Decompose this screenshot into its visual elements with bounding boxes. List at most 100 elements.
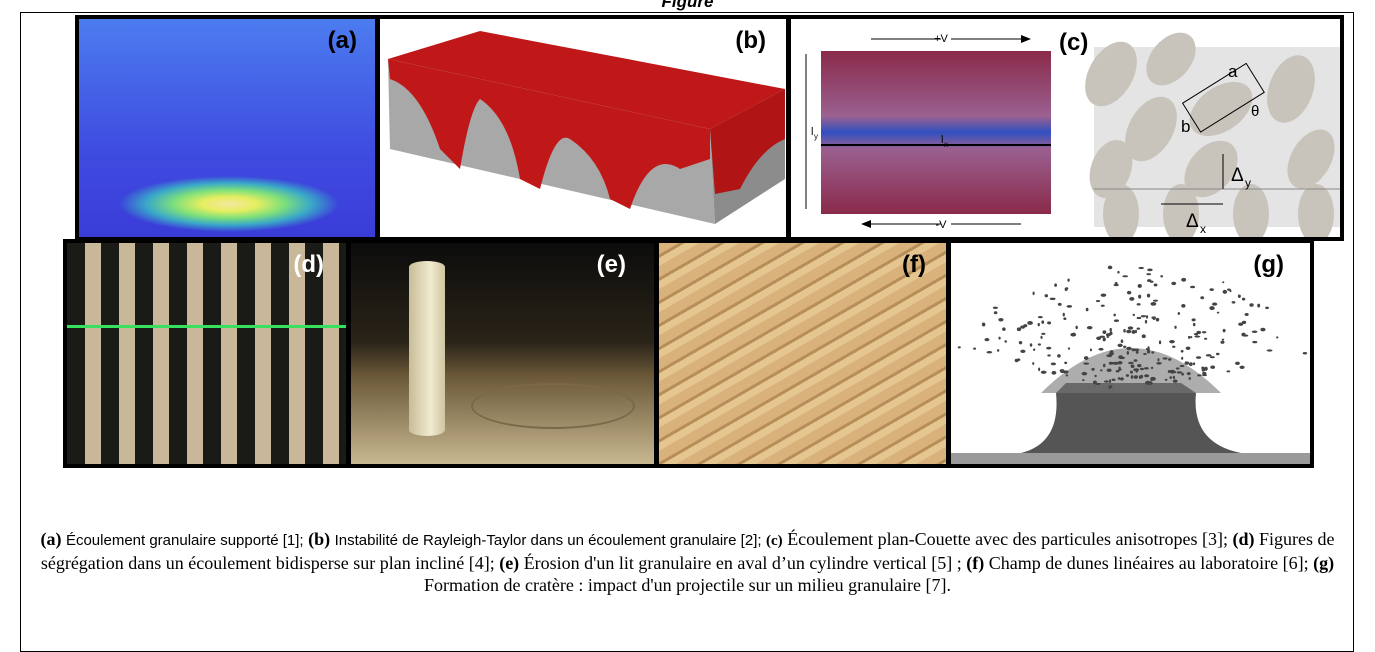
particle bbox=[997, 349, 999, 352]
particle bbox=[1041, 333, 1045, 335]
particle bbox=[1101, 293, 1107, 296]
particle bbox=[1063, 317, 1066, 320]
particle bbox=[1178, 312, 1180, 315]
particle bbox=[993, 307, 998, 309]
particle bbox=[1064, 362, 1067, 364]
annotation: y bbox=[814, 132, 818, 141]
particle bbox=[1202, 368, 1205, 372]
particle bbox=[1177, 371, 1182, 373]
particle bbox=[1220, 341, 1224, 344]
particle bbox=[1058, 303, 1062, 306]
particle bbox=[1165, 379, 1168, 381]
particle bbox=[1212, 303, 1217, 306]
particle bbox=[1171, 282, 1176, 285]
particle bbox=[986, 351, 992, 353]
particle bbox=[1267, 349, 1273, 351]
particle bbox=[1190, 286, 1195, 289]
particle bbox=[1235, 362, 1240, 365]
particle bbox=[1131, 365, 1135, 369]
caption: (a) Écoulement granulaire supporté [1]; … bbox=[40, 528, 1335, 596]
annotation: y bbox=[1245, 176, 1251, 190]
particle bbox=[1067, 278, 1069, 281]
particle bbox=[1139, 375, 1142, 379]
particle bbox=[1054, 283, 1057, 287]
particle bbox=[1187, 372, 1191, 375]
particle bbox=[1241, 333, 1245, 337]
particle bbox=[1174, 326, 1176, 329]
particle bbox=[1118, 367, 1120, 370]
particle bbox=[1257, 304, 1260, 308]
particle bbox=[1240, 366, 1245, 369]
particle bbox=[1107, 368, 1112, 372]
particle bbox=[1104, 380, 1109, 382]
particle bbox=[1086, 308, 1089, 312]
particle bbox=[1127, 351, 1129, 355]
particle bbox=[1303, 352, 1307, 354]
laser-line bbox=[67, 325, 346, 328]
particle bbox=[1137, 327, 1141, 329]
particle bbox=[1188, 336, 1190, 339]
particle bbox=[1032, 362, 1034, 365]
particle bbox=[1126, 330, 1131, 334]
particle bbox=[1131, 375, 1134, 379]
particle bbox=[1150, 302, 1156, 306]
particle bbox=[994, 311, 998, 314]
particle bbox=[1265, 307, 1269, 309]
particle bbox=[1118, 355, 1123, 359]
caption-text: Écoulement plan-Couette avec des particu… bbox=[787, 529, 1228, 549]
particle bbox=[1084, 356, 1089, 360]
particle bbox=[1051, 371, 1056, 375]
caption-item: (c) Écoulement plan-Couette avec des par… bbox=[766, 529, 1228, 549]
particle bbox=[1176, 367, 1180, 369]
particle bbox=[1260, 328, 1265, 332]
particle bbox=[1173, 376, 1175, 379]
particle bbox=[1103, 337, 1106, 341]
particle bbox=[1103, 364, 1106, 368]
annotation: x bbox=[944, 140, 948, 149]
particle bbox=[1087, 326, 1093, 329]
panel-f: (f) bbox=[655, 239, 950, 468]
particle bbox=[1192, 318, 1196, 321]
particle bbox=[1050, 298, 1056, 300]
particle bbox=[1181, 373, 1184, 376]
panel-d: (d) bbox=[63, 239, 350, 468]
particle bbox=[1040, 336, 1042, 339]
particle bbox=[1098, 348, 1103, 351]
particle bbox=[1185, 361, 1190, 364]
particle bbox=[1106, 333, 1111, 336]
particle bbox=[1144, 367, 1149, 369]
particle bbox=[1083, 362, 1089, 364]
particle bbox=[1252, 330, 1258, 333]
particle bbox=[1019, 341, 1022, 344]
particle bbox=[1156, 318, 1159, 322]
particle bbox=[1067, 305, 1073, 308]
particle bbox=[1147, 294, 1150, 298]
particle bbox=[1151, 351, 1154, 353]
particle bbox=[1181, 278, 1186, 282]
particle bbox=[1121, 339, 1124, 343]
particle bbox=[1033, 291, 1035, 295]
particle bbox=[998, 318, 1003, 322]
particle bbox=[1186, 347, 1191, 350]
particle bbox=[1123, 329, 1125, 333]
particle bbox=[1130, 371, 1133, 374]
particle bbox=[1157, 358, 1159, 361]
particle bbox=[1136, 351, 1139, 354]
particle bbox=[1082, 379, 1084, 381]
particle bbox=[1117, 344, 1122, 348]
panel-label: (f) bbox=[902, 251, 926, 279]
particle bbox=[1108, 386, 1110, 389]
particle bbox=[1144, 374, 1149, 377]
particle bbox=[1147, 268, 1153, 271]
particle bbox=[1038, 316, 1043, 318]
caption-label: (e) bbox=[499, 553, 519, 573]
particle bbox=[1137, 317, 1142, 319]
particle bbox=[1102, 330, 1106, 334]
particle bbox=[1222, 281, 1224, 283]
particle bbox=[1066, 374, 1068, 376]
caption-text: Érosion d'un lit granulaire en aval d’un… bbox=[524, 553, 962, 573]
annotation: b bbox=[1181, 117, 1190, 136]
panel-g: (g) bbox=[947, 239, 1314, 468]
particle bbox=[1109, 379, 1111, 383]
caption-text: Écoulement granulaire supporté [1]; bbox=[66, 532, 304, 549]
